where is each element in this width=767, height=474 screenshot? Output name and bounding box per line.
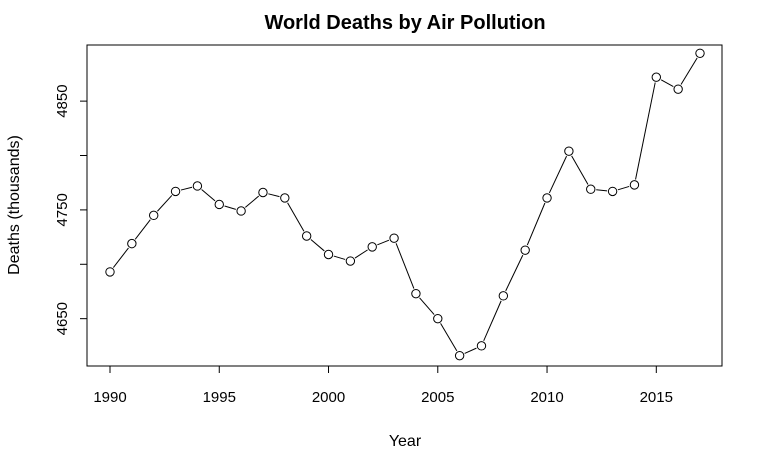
series-line-group: [112, 57, 698, 354]
series-line-segment: [180, 186, 193, 191]
data-point: [236, 206, 246, 216]
x-axis: 1990 1995 2000 2005 2010 2015: [93, 365, 673, 406]
data-point: [345, 256, 356, 266]
series-line-segment: [635, 82, 656, 180]
series-line-segment: [377, 239, 390, 246]
series-points-group: [105, 48, 705, 361]
series-line-segment: [680, 57, 698, 85]
data-point: [433, 313, 443, 324]
data-point: [607, 186, 618, 197]
data-point: [323, 249, 334, 260]
series-line-segment: [354, 249, 368, 259]
data-point: [105, 267, 115, 277]
data-point: [214, 199, 224, 210]
data-point: [454, 350, 465, 361]
data-point: [258, 187, 268, 198]
series-line-segment: [548, 155, 568, 194]
series-line-segment: [268, 193, 280, 198]
data-point: [564, 146, 574, 156]
data-point: [411, 288, 421, 299]
data-point: [127, 238, 137, 249]
y-tick-label: 4850: [54, 84, 71, 117]
data-point: [651, 72, 661, 82]
x-tick-label: 1995: [203, 389, 236, 406]
series-line-segment: [483, 300, 502, 342]
series-line-segment: [112, 247, 129, 268]
series-line-segment: [617, 185, 630, 191]
y-tick-label: 4650: [54, 302, 71, 335]
series-line-segment: [505, 254, 524, 292]
series-line-segment: [310, 239, 325, 252]
series-line-segment: [571, 155, 589, 185]
data-point: [586, 184, 596, 194]
data-point: [673, 84, 683, 94]
series-line-segment: [464, 347, 477, 354]
x-tick-label: 2000: [312, 389, 345, 406]
data-point: [192, 181, 203, 191]
series-line-segment: [526, 202, 546, 246]
series-line-segment: [134, 219, 151, 240]
series-line-segment: [419, 297, 435, 315]
series-line-segment: [157, 195, 173, 212]
series-line-segment: [333, 255, 346, 260]
x-tick-label: 2015: [640, 389, 673, 406]
series-line-segment: [660, 79, 674, 87]
data-point: [149, 210, 159, 221]
x-tick-label: 1990: [93, 389, 126, 406]
series-line-segment: [201, 189, 216, 202]
plot-frame: [86, 44, 723, 367]
data-point: [629, 180, 640, 190]
data-point: [476, 341, 487, 351]
y-axis-label: Deaths (thousands): [6, 135, 23, 275]
x-tick-label: 2010: [530, 389, 563, 406]
data-point: [520, 245, 530, 255]
series-line-segment: [224, 205, 236, 210]
data-point: [498, 291, 509, 301]
series-line-segment: [395, 243, 415, 289]
series-line-segment: [440, 323, 458, 352]
data-point: [695, 48, 705, 58]
y-axis: 4650 4750 4850: [54, 84, 88, 335]
x-axis-label: Year: [389, 433, 422, 450]
data-point: [367, 242, 377, 252]
series-line-segment: [596, 189, 608, 192]
data-point: [542, 193, 552, 203]
series-line-segment: [287, 202, 305, 232]
data-point: [280, 193, 290, 203]
series-line-segment: [244, 195, 260, 208]
x-tick-label: 2005: [421, 389, 454, 406]
data-point: [389, 233, 399, 243]
chart-title: World Deaths by Air Pollution: [264, 12, 545, 34]
y-tick-label: 4750: [54, 193, 71, 226]
data-point: [170, 186, 181, 197]
data-point: [301, 231, 312, 241]
